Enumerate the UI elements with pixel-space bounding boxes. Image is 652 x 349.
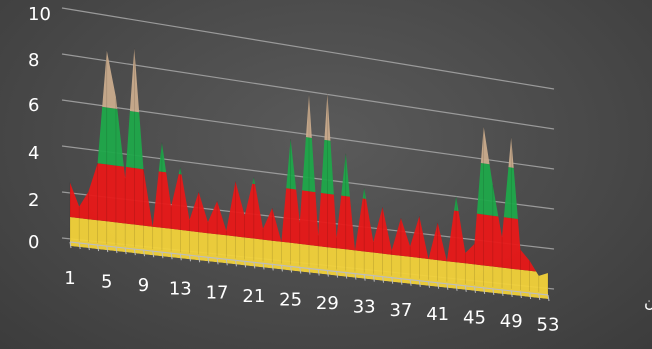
x-tick-mark xyxy=(97,244,100,252)
x-tick-label: 41 xyxy=(426,304,449,325)
y-tick-label: 8 xyxy=(28,50,39,71)
x-tick-label: 17 xyxy=(206,282,229,303)
y-tick-label: 6 xyxy=(28,95,39,116)
x-tick-mark xyxy=(179,254,182,261)
x-tick-mark xyxy=(418,280,421,287)
x-tick-mark xyxy=(492,288,495,295)
x-tick-mark xyxy=(244,261,247,268)
x-tick-mark xyxy=(198,256,201,263)
gridline-8 xyxy=(61,53,555,130)
x-tick-mark xyxy=(207,257,210,264)
x-tick-mark xyxy=(409,279,412,286)
x-tick-mark xyxy=(529,292,532,300)
x-tick-mark xyxy=(216,258,219,265)
x-tick-mark xyxy=(280,265,283,272)
x-tick-mark xyxy=(372,275,375,282)
x-tick-mark xyxy=(363,274,366,281)
x-tick-label: 29 xyxy=(316,293,339,314)
x-tick-mark xyxy=(391,277,394,284)
x-tick-label: 49 xyxy=(500,311,523,332)
x-tick-mark xyxy=(382,276,385,283)
x-tick-mark xyxy=(253,262,256,269)
x-tick-mark xyxy=(308,268,311,275)
area-layer xyxy=(69,48,549,299)
band-yellow xyxy=(70,217,548,299)
x-tick-mark xyxy=(354,273,357,280)
x-tick-label: 25 xyxy=(279,289,302,310)
x-tick-mark xyxy=(510,290,513,298)
x-tick-mark xyxy=(299,267,302,274)
x-tick-mark xyxy=(428,281,430,288)
x-tick-mark xyxy=(437,282,440,289)
x-tick-mark xyxy=(271,264,274,271)
x-tick-label: 5 xyxy=(101,272,112,293)
x-tick-mark xyxy=(400,278,403,285)
x-tick-label: 21 xyxy=(242,286,265,307)
x-tick-mark xyxy=(455,284,458,291)
x-tick-mark xyxy=(143,250,146,257)
x-tick-mark xyxy=(189,255,191,262)
x-tick-mark xyxy=(225,259,228,266)
x-tick-label: 13 xyxy=(169,279,192,300)
x-tick-mark xyxy=(69,241,72,249)
x-tick-mark xyxy=(345,272,348,279)
x-tick-label: 53 xyxy=(537,315,560,336)
label-layer: 0 2 4 6 8 10 1 5 9 13 17 21 25 29 33 37 41 45 49 53 من اليمي… xyxy=(28,4,652,336)
x-tick-mark xyxy=(78,242,81,250)
axis-layer xyxy=(69,241,550,302)
y-tick-label: 4 xyxy=(28,143,39,164)
x-axis-title: من اليمين xyxy=(644,291,652,311)
x-tick-label: 37 xyxy=(389,300,412,321)
x-tick-mark xyxy=(501,289,504,296)
x-tick-mark xyxy=(124,248,127,255)
x-tick-mark xyxy=(115,247,118,254)
x-tick-label: 9 xyxy=(138,275,149,296)
x-tick-mark xyxy=(170,253,173,260)
y-tick-label: 10 xyxy=(28,4,51,25)
x-tick-mark xyxy=(538,293,541,301)
x-tick-mark xyxy=(133,249,136,256)
x-tick-mark xyxy=(473,286,476,293)
x-tick-mark xyxy=(234,260,237,267)
x-tick-mark xyxy=(483,287,486,294)
x-tick-mark xyxy=(106,245,109,253)
x-tick-label: 1 xyxy=(64,268,75,289)
x-tick-mark xyxy=(326,270,329,277)
x-tick-mark xyxy=(464,285,467,292)
y-tick-label: 0 xyxy=(28,232,39,253)
x-tick-label: 45 xyxy=(463,307,486,328)
x-tick-mark xyxy=(161,252,164,259)
x-tick-mark xyxy=(519,291,522,299)
x-tick-mark xyxy=(317,269,320,276)
x-tick-mark xyxy=(262,263,265,270)
x-tick-mark xyxy=(87,243,90,251)
y-tick-label: 2 xyxy=(28,190,39,211)
x-tick-mark xyxy=(336,271,339,278)
gridline-10 xyxy=(61,7,555,90)
x-tick-mark xyxy=(290,266,293,273)
x-tick-mark xyxy=(446,283,449,290)
x-tick-mark xyxy=(547,294,550,302)
x-tick-mark xyxy=(152,251,155,258)
x-tick-label: 33 xyxy=(353,297,376,318)
